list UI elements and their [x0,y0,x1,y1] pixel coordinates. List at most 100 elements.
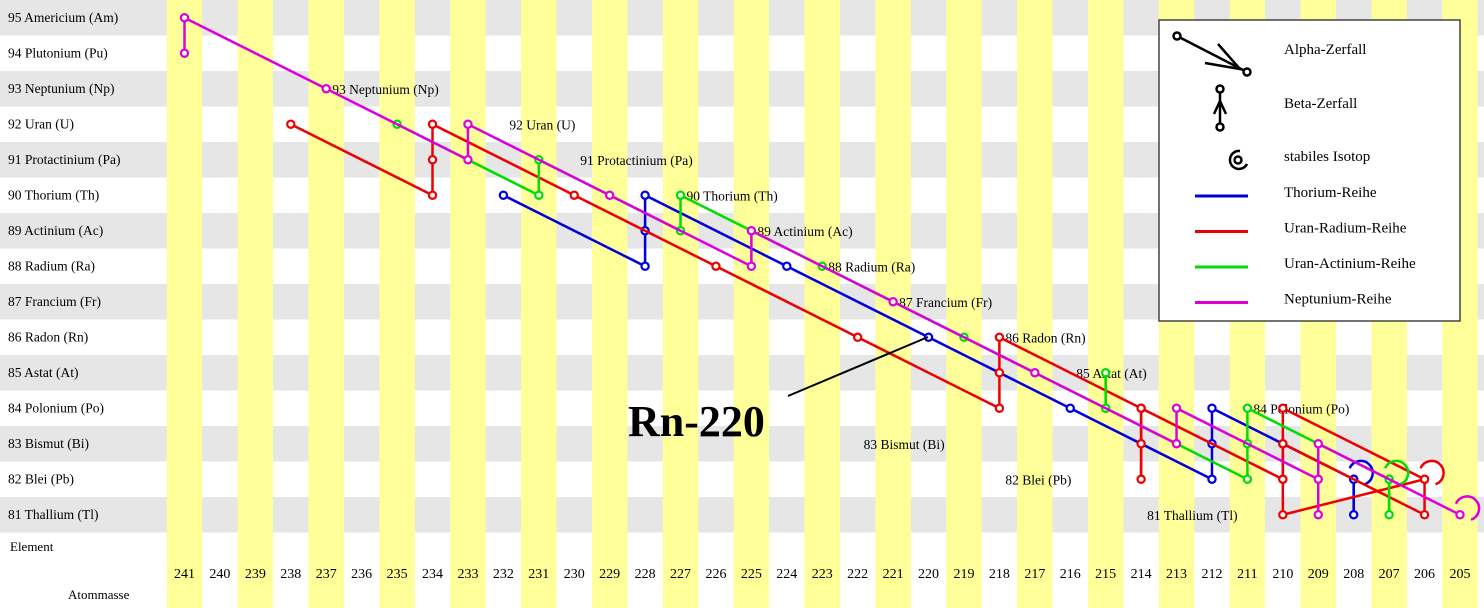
corner-element-label: Element [10,539,54,554]
element-labels: 95 Americium (Am) 94 Plutonium (Pu) 93 Nep… [8,10,120,522]
decay-step [1317,442,1461,516]
nuclide-node [604,190,615,200]
mass-label: 229 [599,567,620,582]
series-uranium [286,119,1445,520]
element-row-label: 90 Thorium (Th) [8,188,99,203]
mass-label: 215 [1095,567,1116,582]
decay-step [1282,442,1426,516]
nuclide-node [1278,510,1288,520]
decay-step [290,123,434,197]
nuclide-node [1242,403,1253,413]
nuclide-node [427,155,438,165]
decay-step [786,265,930,339]
nuclide-node [1278,403,1288,413]
decay-chains [179,13,1481,521]
decay-step [325,87,469,161]
decay-step [183,16,327,90]
column-stripe [237,0,274,608]
element-row-label: 88 Radium (Ra) [8,259,95,274]
stable-isotope-marker [1454,495,1481,521]
nuclide-node [1278,474,1288,484]
mass-label: 208 [1343,567,1364,582]
decay-step [502,194,646,268]
mass-label: 241 [174,567,195,582]
nuclide-node [1136,439,1146,449]
mass-label: 216 [1060,567,1081,582]
mass-label: 211 [1237,567,1257,582]
mass-label: 238 [280,567,301,582]
mass-label: 228 [635,567,656,582]
nuclide-node [427,119,438,129]
legend-label-actinium: Uran-Actinium-Reihe [1284,256,1416,272]
legend-label-uranium: Uran-Radium-Reihe [1284,221,1407,237]
legend-label-thorium: Thorium-Reihe [1284,185,1377,201]
mass-label: 212 [1201,567,1222,582]
column-stripe [591,0,628,608]
mass-label: 234 [422,567,443,582]
decay-step [892,300,1036,374]
nuclide-node [746,261,757,271]
diagonal-element-label: 82 Blei (Pb) [1005,472,1071,487]
decay-step [857,336,1000,410]
nuclide-node [1207,403,1217,413]
nuclide-node [852,332,863,342]
diagonal-element-label: 84 Polonium (Po) [1253,401,1349,416]
column-stripe [521,0,557,608]
nuclide-node [1136,474,1146,484]
nuclide-node [179,48,190,58]
mass-label: 227 [670,567,691,582]
nuclide-node [1384,510,1394,520]
legend-label-neptunium: Neptunium-Reihe [1284,292,1392,308]
column-stripe [450,0,486,608]
diagonal-element-label: 81 Thallium (Tl) [1147,508,1238,523]
nuclide-node [427,190,438,200]
nuclide-node [1419,510,1430,520]
decay-step [644,194,788,268]
mass-label: 209 [1308,567,1329,582]
nuclide-node [1313,439,1323,449]
mass-label: 232 [493,567,514,582]
legend-alpha-label: Alpha-Zerfall [1284,42,1366,58]
nuclide-node [463,119,473,129]
mass-label: 207 [1379,567,1400,582]
mass-label: 233 [457,567,478,582]
stable-isotope-marker [1383,459,1410,486]
series-neptunium [179,13,1481,521]
corner-header: Element Atommasse [0,539,160,602]
mass-label: 218 [989,567,1010,582]
stable-isotope-marker [1348,459,1374,486]
decay-step [431,123,575,197]
nuclide-node [1242,474,1253,484]
stable-isotope-icon [1228,149,1249,171]
diagonal-element-labels: 93 Neptunium (Np) 92 Uran (U) 91 Protactin… [332,82,1349,523]
nuclide-node [1313,474,1323,484]
column-stripe [946,0,982,608]
element-row-label: 83 Bismut (Bi) [8,436,89,451]
mass-label: 223 [812,567,833,582]
mass-label: 240 [209,567,230,582]
element-row-label: 92 Uran (U) [8,117,74,132]
legend-series-entries: Thorium-Reihe Uran-Radium-Reihe Uran-Actin… [1195,185,1416,308]
diagonal-element-label: 85 Astat (At) [1076,366,1147,381]
element-row-label: 84 Polonium (Po) [8,401,104,416]
column-stripe [804,0,840,608]
mass-label: 217 [1024,567,1045,582]
mass-label: 236 [351,567,372,582]
diagonal-element-label: 83 Bismut (Bi) [864,437,945,452]
nuclide-node [1136,403,1146,413]
nuclide-node [321,84,331,94]
stable-isotope-marker [1419,459,1445,486]
nuclide-node [1207,474,1217,484]
nuclide-node [1100,368,1111,378]
diagonal-element-label: 90 Thorium (Th) [687,188,778,203]
mass-label: 226 [705,567,726,582]
mass-label: 213 [1166,567,1187,582]
decay-step [1282,407,1426,481]
rn220-label: Rn-220 [628,397,765,446]
diagonal-element-label: 92 Uran (U) [509,117,575,132]
diagonal-element-label: 91 Protactinium (Pa) [580,153,692,168]
legend-box [1158,19,1461,322]
diagonal-element-label: 89 Actinium (Ac) [757,224,852,239]
mass-label: 210 [1272,567,1293,582]
